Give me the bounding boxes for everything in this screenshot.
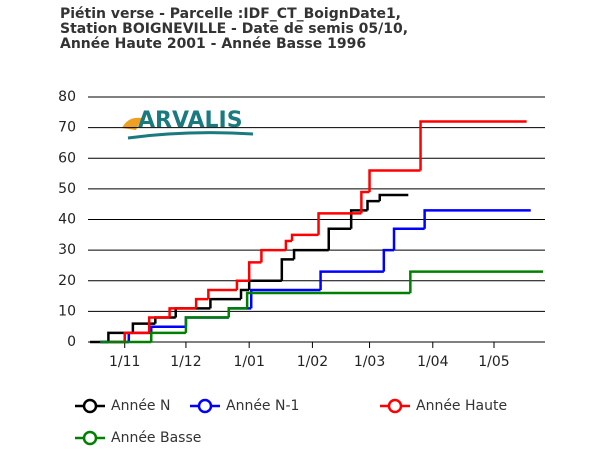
- logo-mark: [122, 117, 142, 130]
- series-step: [247, 261, 262, 281]
- y-tick-label: 20: [58, 273, 76, 289]
- series-step: [319, 270, 384, 290]
- y-tick-label: 10: [58, 303, 76, 319]
- series-step: [209, 297, 242, 309]
- series-step: [292, 248, 329, 260]
- series-step: [360, 190, 370, 214]
- series-step: [149, 325, 186, 333]
- series-step: [409, 270, 543, 293]
- series-step: [131, 322, 156, 333]
- legend-label: Année Haute: [416, 398, 507, 414]
- x-tick-label: 1/02: [297, 354, 328, 370]
- y-tick-label: 80: [58, 89, 76, 105]
- y-tick-label: 70: [58, 120, 76, 136]
- series-step: [368, 169, 421, 192]
- x-tick-label: 1/11: [109, 354, 140, 370]
- legend-marker: [197, 398, 213, 414]
- y-tick-label: 0: [67, 334, 76, 350]
- y-tick-label: 30: [58, 242, 76, 258]
- series-step: [184, 316, 229, 333]
- y-tick-label: 60: [58, 150, 76, 166]
- series-step: [249, 288, 321, 309]
- legend-label: Année N-1: [226, 398, 299, 414]
- chart-title: Année Haute 2001 - Année Basse 1996: [60, 36, 366, 52]
- series-step: [123, 331, 150, 342]
- series-step: [207, 288, 237, 300]
- series-step: [147, 316, 170, 333]
- chart-title: Station BOIGNEVILLE - Date de semis 05/1…: [60, 21, 408, 37]
- series-step: [366, 199, 380, 211]
- x-tick-label: 1/12: [170, 354, 201, 370]
- x-tick-label: 1/01: [233, 354, 264, 370]
- legend-marker: [82, 430, 98, 446]
- series-step: [327, 227, 352, 251]
- series-step: [290, 233, 319, 241]
- series-step: [382, 248, 395, 272]
- series-step: [245, 291, 411, 309]
- legend-marker: [387, 398, 403, 414]
- series-step: [378, 193, 409, 202]
- series-step: [419, 120, 527, 171]
- series-step: [260, 248, 286, 263]
- series-step: [284, 239, 293, 251]
- series-step: [235, 279, 250, 290]
- y-tick-label: 40: [58, 212, 76, 228]
- x-tick-label: 1/04: [417, 354, 449, 370]
- series-step: [239, 288, 250, 300]
- x-tick-label: 1/03: [354, 354, 385, 370]
- legend-marker: [82, 398, 98, 414]
- series-step: [280, 258, 295, 281]
- series-step: [227, 307, 248, 318]
- series-step: [194, 297, 209, 309]
- y-tick-label: 50: [58, 181, 76, 197]
- series-step: [392, 227, 425, 251]
- series-step: [149, 331, 186, 342]
- logo: ARVALIS: [138, 108, 243, 133]
- series-step: [423, 209, 531, 229]
- legend-label: Année Basse: [111, 430, 201, 446]
- x-tick-label: 1/05: [478, 354, 509, 370]
- chart-title: Piétin verse - Parcelle :IDF_CT_BoignDat…: [60, 6, 401, 22]
- logo-swoosh: [127, 131, 254, 140]
- series-step: [168, 307, 197, 318]
- legend-label: Année N: [111, 398, 170, 414]
- series-step: [317, 212, 362, 235]
